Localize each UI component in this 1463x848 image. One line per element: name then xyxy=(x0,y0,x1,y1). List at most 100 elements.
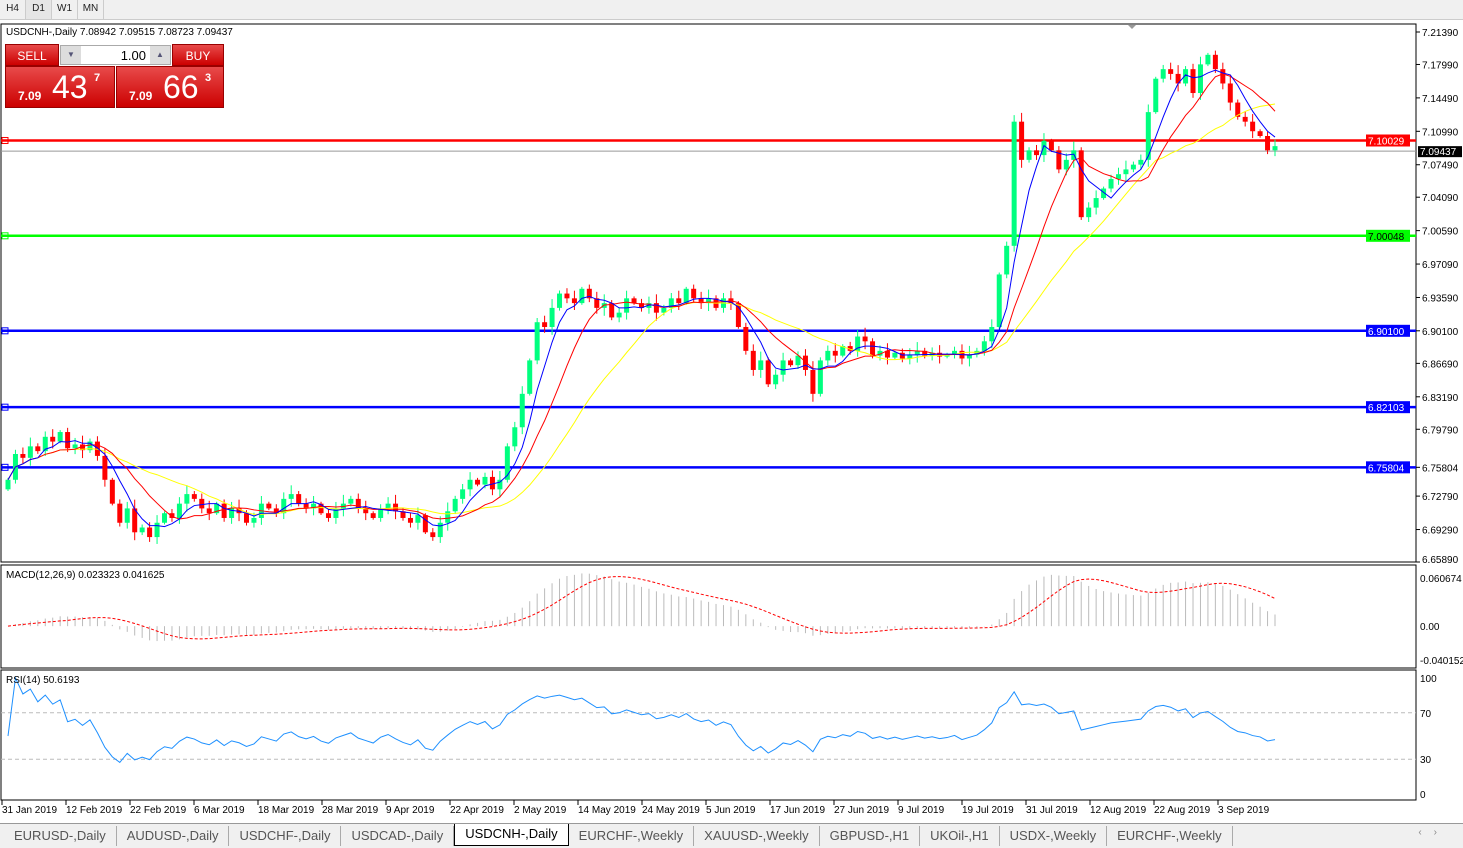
rsi-axis-label: 70 xyxy=(1420,709,1432,720)
candle-body xyxy=(1130,164,1136,170)
candle-body xyxy=(765,360,771,385)
candle-body xyxy=(691,288,697,299)
chart-area[interactable]: 7.21390 7.17990 7.14490 7.10990 7.07490 7.040… xyxy=(0,22,1463,822)
chart-tab[interactable]: GBPUSD-,H1 xyxy=(820,826,921,846)
chart-tab[interactable]: USDCNH-,Daily xyxy=(454,824,569,846)
candle-body xyxy=(527,360,533,394)
candle-body xyxy=(795,355,801,366)
candle-body xyxy=(42,436,48,452)
price-axis-label: 7.17990 xyxy=(1422,60,1459,71)
tab-scroll-arrows[interactable]: ‹› xyxy=(1418,827,1449,838)
candle-body xyxy=(1063,159,1069,170)
chart-tab[interactable]: USDX-,Weekly xyxy=(1000,826,1108,846)
candle-body xyxy=(139,527,145,533)
candle-body xyxy=(370,513,376,518)
price-axis-label: 6.69290 xyxy=(1422,526,1459,537)
increase-lot-icon[interactable]: ▲ xyxy=(150,46,170,64)
candle-body xyxy=(594,298,600,308)
sell-price-fraction: 7 xyxy=(94,72,101,84)
candle-body xyxy=(631,298,637,304)
candle-body xyxy=(400,511,406,518)
timeframe-h4[interactable]: H4 xyxy=(0,0,26,19)
decrease-lot-icon[interactable]: ▼ xyxy=(61,46,81,64)
candle-body xyxy=(296,494,302,504)
chart-tab[interactable]: USDCAD-,Daily xyxy=(341,826,455,846)
macd-signal-line xyxy=(7,576,1276,640)
candle-body xyxy=(1220,69,1226,84)
candle-body xyxy=(542,322,548,327)
candle-body xyxy=(50,436,56,442)
timeframe-d1[interactable]: D1 xyxy=(26,0,52,19)
price-axis-label: 6.90100 xyxy=(1422,327,1459,338)
candle-body xyxy=(847,346,853,351)
chart-tab[interactable]: USDCHF-,Daily xyxy=(229,826,342,846)
date-axis-label: 28 Mar 2019 xyxy=(322,805,379,816)
candle-body xyxy=(475,479,481,485)
sell-price-button[interactable]: 7.09 43 7 xyxy=(5,66,115,108)
candle-body xyxy=(1019,121,1025,160)
lot-size-input[interactable]: 1.00 xyxy=(120,48,146,63)
candle-body xyxy=(1183,69,1189,84)
lot-size-stepper[interactable]: ▼ 1.00 ▲ xyxy=(60,45,171,65)
chart-tab[interactable]: EURUSD-,Daily xyxy=(4,826,117,846)
date-axis-label: 31 Jul 2019 xyxy=(1026,805,1078,816)
sell-price-prefix: 7.09 xyxy=(18,89,42,103)
candle-body xyxy=(80,444,86,451)
date-axis-label: 27 Jun 2019 xyxy=(834,805,889,816)
chart-tab[interactable]: AUDUSD-,Daily xyxy=(117,826,230,846)
candle-body xyxy=(311,503,317,509)
candle-body xyxy=(981,341,987,351)
moving-average-line xyxy=(7,69,1276,528)
chart-tab[interactable]: EURCHF-,Weekly xyxy=(569,826,695,846)
candle-body xyxy=(87,441,93,451)
date-axis-label: 22 Feb 2019 xyxy=(130,805,187,816)
candle-body xyxy=(966,354,972,359)
price-axis-label: 7.21390 xyxy=(1422,28,1459,39)
moving-average-line xyxy=(7,103,1276,515)
candle-body xyxy=(1108,178,1114,189)
current-price-badge xyxy=(1418,146,1462,158)
candle-body xyxy=(378,508,384,518)
chart-shift-marker-icon xyxy=(1128,25,1136,29)
date-axis-label: 22 Apr 2019 xyxy=(450,805,504,816)
candle-body xyxy=(169,513,175,518)
timeframe-w1[interactable]: W1 xyxy=(52,0,78,19)
candle-body xyxy=(922,350,928,356)
candle-body xyxy=(1153,78,1159,113)
candle-body xyxy=(862,336,868,342)
price-axis-label: 7.14490 xyxy=(1422,94,1459,105)
sell-price-pips: 43 xyxy=(52,69,88,105)
candle-body xyxy=(698,298,704,304)
candle-body xyxy=(348,498,354,504)
date-axis-label: 3 Sep 2019 xyxy=(1218,805,1270,816)
chart-tab[interactable]: UKOil-,H1 xyxy=(920,826,1000,846)
level-price-label: 6.75804 xyxy=(1368,463,1405,474)
candle-body xyxy=(519,393,525,428)
candle-body xyxy=(624,298,630,313)
candle-body xyxy=(750,350,756,370)
sell-button[interactable]: SELL xyxy=(5,44,59,66)
candle-body xyxy=(27,446,33,458)
chart-tab[interactable]: XAUUSD-,Weekly xyxy=(694,826,820,846)
main-pane-frame xyxy=(0,23,1417,563)
candle-body xyxy=(199,498,205,509)
candle-body xyxy=(333,508,339,518)
candle-body xyxy=(1250,121,1256,132)
timeframe-mn[interactable]: MN xyxy=(78,0,104,19)
candle-body xyxy=(780,360,786,375)
candle-body xyxy=(452,498,458,512)
date-axis-label: 19 Jul 2019 xyxy=(962,805,1014,816)
level-price-badge xyxy=(1366,229,1410,242)
date-axis-label: 12 Feb 2019 xyxy=(66,805,123,816)
candle-body xyxy=(1078,150,1084,218)
candle-body xyxy=(952,350,958,355)
candle-body xyxy=(1086,207,1092,218)
candle-body xyxy=(102,455,108,480)
chart-tab[interactable]: EURCHF-,Weekly xyxy=(1107,826,1233,846)
candle-body xyxy=(1123,169,1129,175)
buy-button[interactable]: BUY xyxy=(172,44,224,66)
candle-body xyxy=(616,312,622,318)
level-price-badge xyxy=(1366,401,1410,414)
candle-body xyxy=(668,298,674,308)
buy-price-button[interactable]: 7.09 66 3 xyxy=(116,66,224,108)
